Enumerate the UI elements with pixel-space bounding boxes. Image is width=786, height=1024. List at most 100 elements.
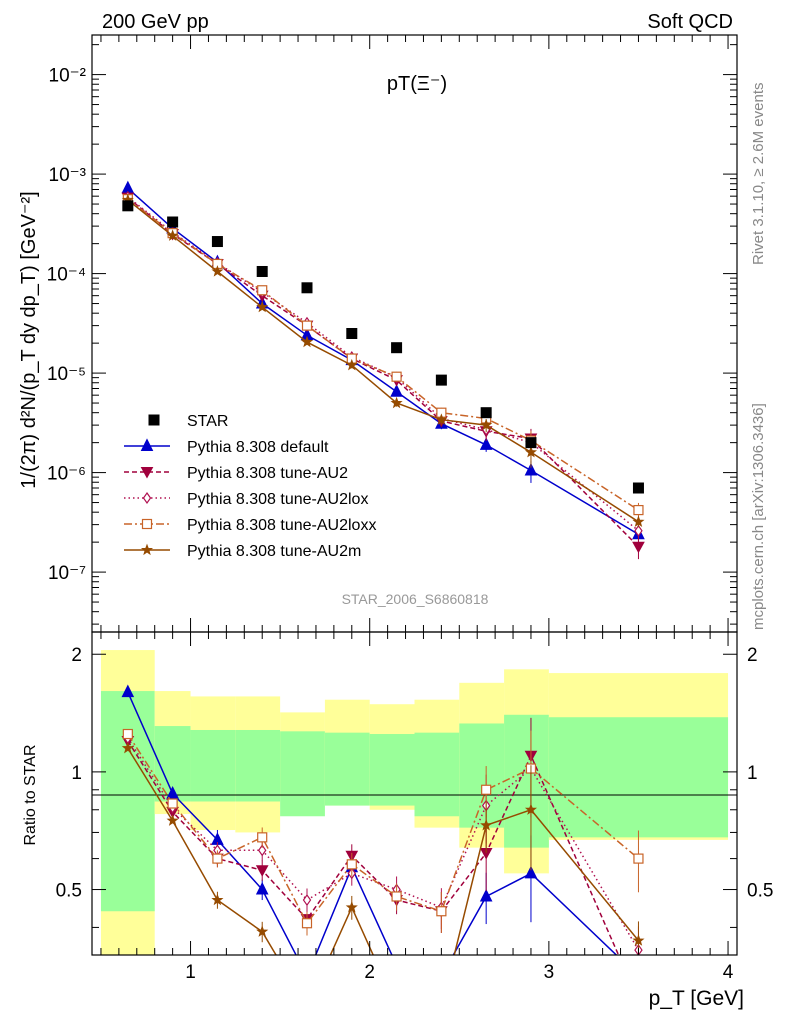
main-panel-series xyxy=(121,180,645,560)
legend-marker xyxy=(140,438,154,451)
axes-ticks: 10⁻⁷ 10⁻⁶ 10⁻⁵ 10⁻⁴ 10⁻³ 10⁻² 0.5 0.5 1 1 2 2 1 2 3 4 xyxy=(47,35,773,983)
ratio-point xyxy=(212,853,223,864)
ratio-point xyxy=(480,818,493,831)
star-data-point xyxy=(301,282,313,294)
star-data-point xyxy=(525,437,537,449)
header-left: 200 GeV pp xyxy=(102,11,209,33)
band-green xyxy=(369,734,415,806)
ratio-point xyxy=(122,728,133,740)
band-green xyxy=(459,723,505,828)
ratio-point xyxy=(345,901,358,913)
data-point xyxy=(632,515,645,527)
y-tick-label: 10⁻² xyxy=(49,66,87,87)
ratio-point xyxy=(302,970,313,981)
y-tick-label: 10⁻⁷ xyxy=(48,563,86,584)
legend-marker xyxy=(140,543,154,556)
mcplots-label: mcplots.cern.ch [arXiv:1306.3436] xyxy=(750,403,767,630)
y-tick-label: 10⁻³ xyxy=(49,165,87,186)
data-point xyxy=(524,462,538,476)
data-point xyxy=(390,396,403,409)
ratio-point xyxy=(166,814,179,826)
band-green xyxy=(280,731,325,817)
ratio-point xyxy=(166,785,179,799)
y-tick-label: 10⁻⁶ xyxy=(47,464,86,485)
x-tick-label: 2 xyxy=(364,962,375,983)
ratio-point xyxy=(479,888,493,902)
band-green xyxy=(100,691,155,912)
star-data-point xyxy=(122,200,134,212)
x-axis-label: p_T [GeV] xyxy=(649,987,744,1010)
ratio-point xyxy=(257,832,268,843)
ratio-point xyxy=(524,803,538,815)
ratio-panel-series xyxy=(121,684,645,1012)
data-point xyxy=(479,437,493,450)
legend-label: Pythia 8.308 tune-AU2lox xyxy=(187,491,368,508)
band-green xyxy=(548,717,729,838)
ratio-point xyxy=(436,906,447,917)
data-point xyxy=(211,265,224,277)
data-point xyxy=(632,541,645,554)
ratio-point xyxy=(167,798,178,809)
data-point xyxy=(300,335,314,348)
band-green xyxy=(504,714,549,848)
legend-label: Pythia 8.308 tune-AU2loxx xyxy=(187,517,376,534)
ratio-point xyxy=(524,865,538,879)
star-data-point xyxy=(211,236,223,248)
ratio-point xyxy=(301,918,313,929)
ratio-point xyxy=(255,881,269,895)
ratio-point xyxy=(302,893,312,907)
ratio-point xyxy=(256,925,269,937)
ratio-axis-label: Ratio to STAR xyxy=(22,744,39,845)
data-point xyxy=(435,413,448,425)
data-point xyxy=(524,445,538,458)
ratio-tick-label: 0.5 xyxy=(747,881,773,902)
x-tick-label: 1 xyxy=(185,962,196,983)
ratio-point xyxy=(121,741,134,754)
legend-label: Pythia 8.308 tune-AU2m xyxy=(187,543,361,560)
ratio-point xyxy=(302,1002,312,1012)
ratio-point xyxy=(121,684,135,698)
band-green xyxy=(324,732,370,806)
data-point xyxy=(390,384,403,397)
uncertainty-bands xyxy=(100,650,729,955)
ratio-point xyxy=(391,891,402,902)
ratio-point xyxy=(436,1002,446,1012)
ratio-point xyxy=(257,844,267,857)
y-tick-label: 10⁻⁴ xyxy=(47,265,86,286)
ratio-point xyxy=(346,859,357,870)
ratio-tick-label: 1 xyxy=(747,763,758,784)
ratio-tick-label: 0.5 xyxy=(56,881,82,902)
ratio-point xyxy=(633,970,644,981)
rivet-label: Rivet 3.1.10, ≥ 2.6M events xyxy=(750,83,767,266)
ratio-panel-frame xyxy=(91,631,738,956)
legend-marker xyxy=(148,414,160,426)
ratio-tick-label: 1 xyxy=(71,763,82,784)
main-title: pT(Ξ⁻) xyxy=(387,73,447,95)
star-data-point xyxy=(480,407,492,419)
data-point xyxy=(391,371,402,382)
ratio-point xyxy=(633,853,644,864)
y-axis-label: 1/(2π) d²N/(p_T dy dp_T) [GeV⁻²] xyxy=(18,191,40,488)
star-data-point xyxy=(632,482,644,494)
data-point xyxy=(633,504,644,516)
ratio-point xyxy=(211,893,224,906)
data-point xyxy=(166,229,179,241)
star-data-point xyxy=(435,374,447,386)
ratio-point xyxy=(391,1002,401,1012)
data-point xyxy=(634,524,643,537)
star-data-point xyxy=(167,216,179,228)
star-data-point xyxy=(391,342,403,354)
data-point xyxy=(257,285,268,296)
ratio-point xyxy=(633,996,644,1006)
x-tick-label: 3 xyxy=(544,962,555,983)
ratio-point xyxy=(255,865,269,877)
analysis-id: STAR_2006_S6860818 xyxy=(342,591,489,607)
ratio-point xyxy=(391,959,402,970)
y-tick-label: 10⁻⁵ xyxy=(47,364,86,385)
legend-marker xyxy=(140,467,154,479)
ratio-point xyxy=(632,934,645,946)
legend-label: STAR xyxy=(187,413,228,430)
legend: STAR Pythia 8.308 default Pythia 8.308 tun… xyxy=(124,413,376,560)
legend-label: Pythia 8.308 tune-AU2 xyxy=(187,465,348,482)
